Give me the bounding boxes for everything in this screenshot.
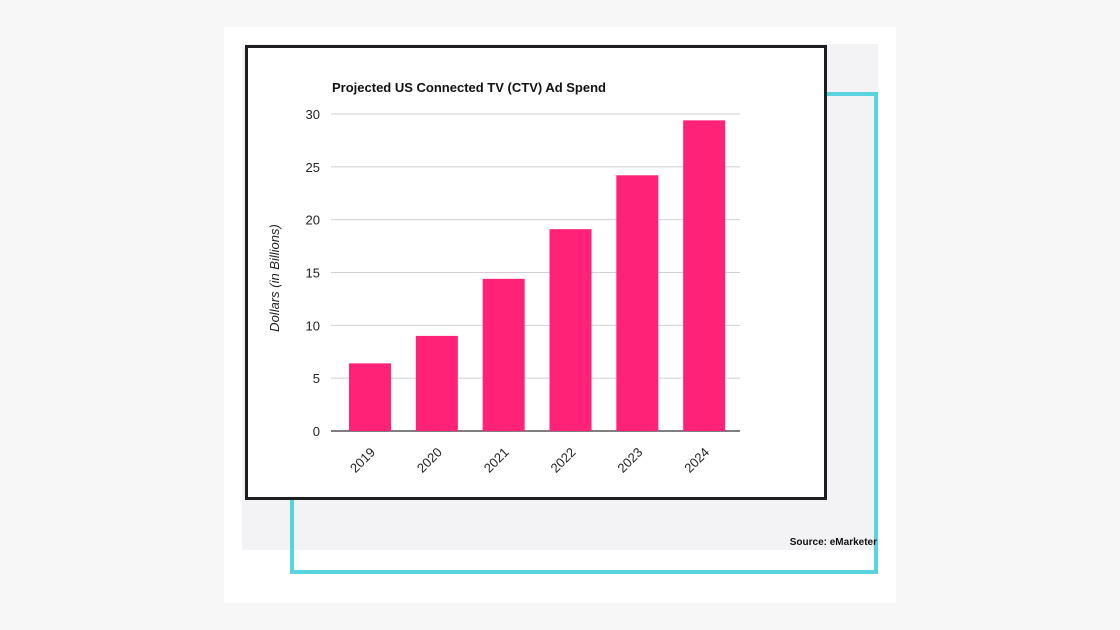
y-tick-label: 10 (306, 318, 320, 333)
y-tick-label: 20 (306, 213, 320, 228)
x-tick-labels: 2019 2020 2021 2022 2023 2024 (347, 445, 712, 476)
bar-2024 (683, 120, 726, 431)
x-tick-label: 2023 (614, 445, 645, 476)
bar-2023 (616, 175, 659, 431)
chart-title: Projected US Connected TV (CTV) Ad Spend (332, 80, 606, 95)
y-tick-label: 15 (306, 266, 320, 281)
bar-2020 (415, 335, 458, 431)
x-tick-label: 2019 (347, 445, 378, 476)
gridlines (331, 113, 740, 432)
bars (349, 120, 726, 431)
y-tick-label: 30 (306, 107, 320, 122)
bar-2022 (549, 229, 592, 431)
y-axis-label: Dollars (in Billions) (267, 224, 282, 332)
x-tick-label: 2024 (681, 445, 712, 476)
y-tick-label: 5 (313, 371, 320, 386)
x-tick-label: 2021 (481, 445, 512, 476)
y-tick-label: 25 (306, 160, 320, 175)
y-tick-labels: 0 5 10 15 20 25 30 (306, 107, 320, 439)
y-tick-label: 0 (313, 424, 320, 439)
bar-2021 (482, 278, 525, 431)
x-tick-label: 2022 (548, 445, 579, 476)
bar-chart: Projected US Connected TV (CTV) Ad Spend… (267, 80, 740, 476)
source-note: Source: eMarketer (789, 537, 877, 548)
x-tick-label: 2020 (414, 445, 445, 476)
bar-2019 (349, 363, 391, 431)
chart-card: Projected US Connected TV (CTV) Ad Spend… (245, 45, 827, 500)
